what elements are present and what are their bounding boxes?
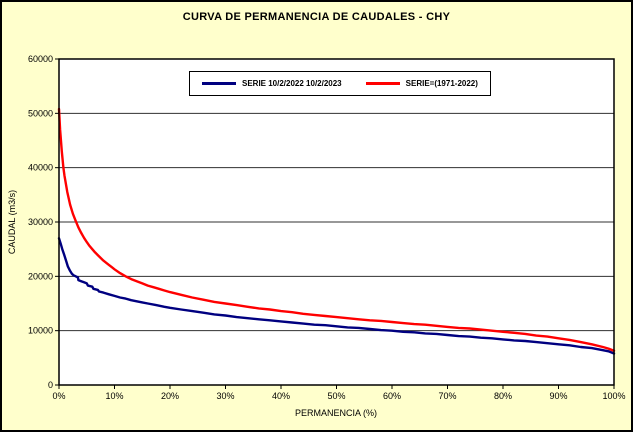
x-axis-label: PERMANENCIA (%) [295, 408, 377, 418]
x-tick-label: 60% [383, 391, 401, 401]
x-tick-label: 50% [327, 391, 345, 401]
y-tick-label: 20000 [28, 271, 53, 281]
series-line-1 [57, 107, 616, 352]
y-tick-label: 0 [48, 380, 53, 390]
x-tick-label: 0% [52, 391, 65, 401]
legend-line-sample-navy [202, 82, 236, 85]
x-tick-label: 30% [216, 391, 234, 401]
series-line-0 [57, 237, 616, 355]
chart-title: CURVA DE PERMANENCIA DE CAUDALES - CHY [182, 11, 451, 23]
x-tick-label: 100% [602, 391, 625, 401]
x-tick-label: 80% [494, 391, 512, 401]
legend-entry-serie-2022-2023: SERIE 10/2/2022 10/2/2023 [202, 79, 342, 88]
y-axis-label: CAUDAL (m3/s) [7, 190, 17, 254]
legend-entry-serie-1971-2022: SERIE=(1971-2022) [365, 79, 478, 88]
chart-legend: SERIE 10/2/2022 10/2/2023 SERIE=(1971-20… [189, 71, 491, 96]
y-tick-label: 40000 [28, 163, 53, 173]
x-tick-label: 70% [438, 391, 456, 401]
y-tick-label: 30000 [28, 217, 53, 227]
x-tick-label: 10% [105, 391, 123, 401]
legend-label: SERIE=(1971-2022) [405, 79, 478, 88]
x-tick-label: 40% [272, 391, 290, 401]
x-tick-label: 90% [549, 391, 567, 401]
legend-line-sample-red [365, 82, 400, 85]
y-tick-label: 60000 [28, 54, 53, 64]
legend-label: SERIE 10/2/2022 10/2/2023 [242, 79, 342, 88]
y-tick-label: 50000 [28, 108, 53, 118]
x-tick-label: 20% [161, 391, 179, 401]
y-tick-label: 10000 [28, 326, 53, 336]
